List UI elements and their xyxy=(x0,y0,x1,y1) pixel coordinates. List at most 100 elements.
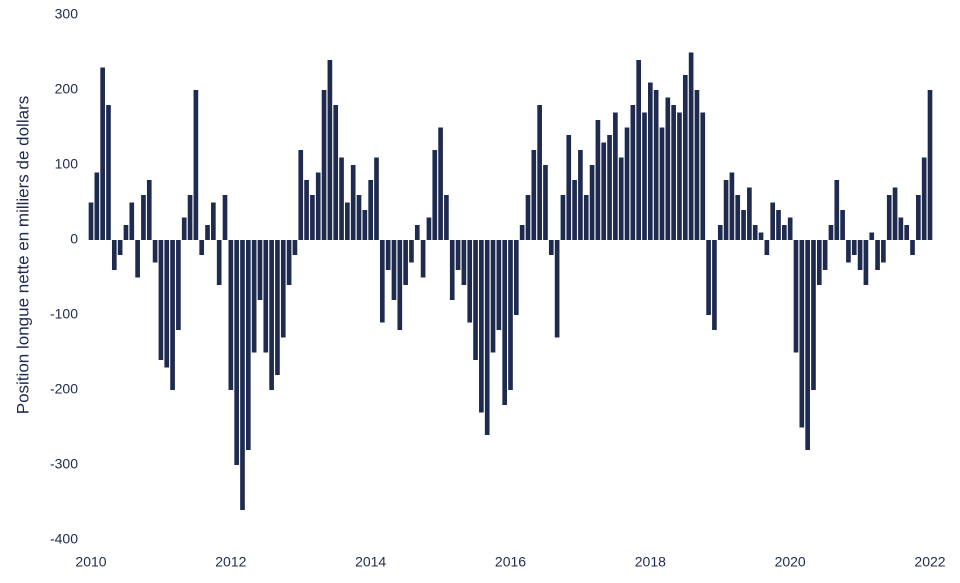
bar xyxy=(193,90,199,240)
bar xyxy=(141,195,146,240)
bar xyxy=(782,225,787,240)
bar xyxy=(117,240,123,255)
x-tick-label: 2022 xyxy=(914,554,945,570)
bar xyxy=(362,210,368,240)
bar xyxy=(618,157,624,240)
bar xyxy=(811,240,816,390)
bar xyxy=(589,165,595,240)
bar xyxy=(583,195,589,240)
bar xyxy=(723,180,729,240)
bar xyxy=(834,180,840,240)
bar xyxy=(694,90,700,240)
bar xyxy=(904,225,910,240)
bar xyxy=(444,195,449,240)
bar xyxy=(374,157,379,240)
bar xyxy=(758,232,764,240)
bar xyxy=(840,210,845,240)
y-tick-label: -100 xyxy=(50,306,78,322)
y-tick-label: 200 xyxy=(55,81,79,97)
bar xyxy=(199,240,205,255)
bar xyxy=(438,127,443,240)
bar xyxy=(479,240,484,413)
bar xyxy=(263,240,269,353)
x-tick-label: 2016 xyxy=(495,554,526,570)
bar xyxy=(88,202,94,240)
bar xyxy=(473,240,478,360)
bar xyxy=(339,157,344,240)
bar xyxy=(94,172,100,240)
bar xyxy=(409,240,414,263)
bar xyxy=(449,240,455,300)
bar xyxy=(636,60,642,240)
bar xyxy=(327,60,333,240)
bar xyxy=(525,195,531,240)
bar xyxy=(275,240,280,375)
bar xyxy=(548,240,554,255)
bar xyxy=(560,195,566,240)
bar xyxy=(106,105,111,240)
bar xyxy=(624,127,630,240)
bar xyxy=(677,112,682,240)
bar xyxy=(671,105,676,240)
bar xyxy=(665,97,671,240)
bar xyxy=(875,240,880,270)
bar xyxy=(385,240,391,270)
bar xyxy=(211,202,216,240)
bar xyxy=(455,240,461,270)
y-tick-label: -400 xyxy=(50,531,78,547)
bar xyxy=(607,135,612,240)
bar xyxy=(653,90,659,240)
bar xyxy=(787,217,793,240)
bar xyxy=(682,75,688,240)
y-tick-label: 300 xyxy=(55,6,79,22)
bar xyxy=(712,240,717,330)
bar xyxy=(706,240,711,315)
bar xyxy=(595,120,601,240)
bar xyxy=(892,187,898,240)
bar xyxy=(916,195,921,240)
bar xyxy=(368,180,373,240)
bar xyxy=(508,240,513,390)
bar xyxy=(805,240,810,450)
bar xyxy=(420,240,426,278)
bar xyxy=(310,195,315,240)
bar xyxy=(578,150,583,240)
bar xyxy=(414,225,420,240)
bar xyxy=(164,240,170,368)
bar xyxy=(170,240,175,390)
bar xyxy=(228,240,234,390)
bar xyxy=(921,157,927,240)
bar xyxy=(158,240,164,360)
bar xyxy=(350,165,356,240)
bar xyxy=(484,240,490,435)
bar xyxy=(700,112,706,240)
bar xyxy=(298,150,304,240)
bar xyxy=(123,225,129,240)
bar xyxy=(292,240,298,255)
x-tick-label: 2020 xyxy=(775,554,806,570)
bar xyxy=(315,172,321,240)
bar xyxy=(846,240,851,263)
bar xyxy=(898,217,904,240)
bar xyxy=(467,240,473,323)
bar xyxy=(799,240,805,428)
bar xyxy=(269,240,274,390)
bar xyxy=(648,82,653,240)
x-tick-label: 2018 xyxy=(635,554,666,570)
bar xyxy=(490,240,496,353)
bar xyxy=(257,240,263,300)
bar xyxy=(146,180,152,240)
bar xyxy=(111,240,117,270)
bar xyxy=(793,240,799,353)
bar xyxy=(869,232,875,240)
y-axis-label: Position longue nette en milliers de dol… xyxy=(13,96,32,414)
bar xyxy=(304,180,309,240)
bar xyxy=(152,240,158,263)
bar xyxy=(881,240,886,263)
y-tick-label: -200 xyxy=(50,381,78,397)
bar xyxy=(397,240,403,330)
bar xyxy=(717,225,723,240)
bar xyxy=(543,165,548,240)
bar xyxy=(566,135,572,240)
